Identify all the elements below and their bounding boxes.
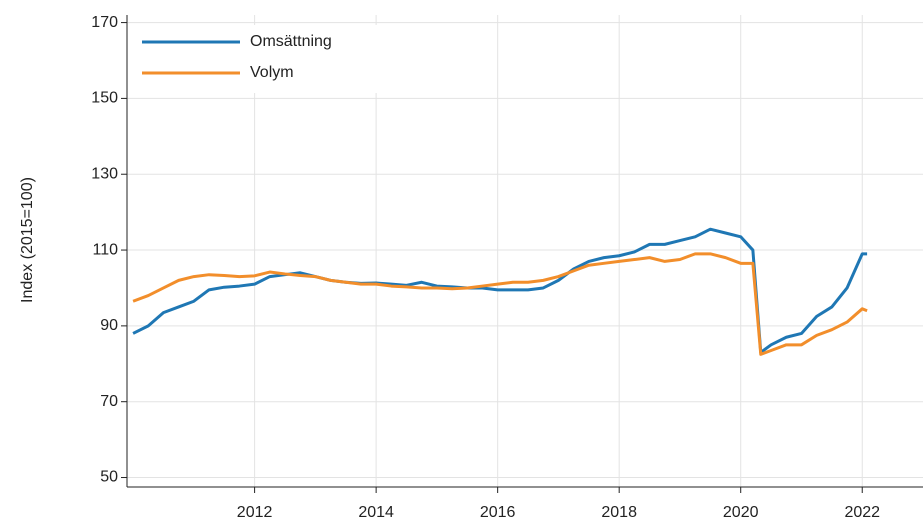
y-tick-label: 130 bbox=[91, 165, 118, 182]
x-tick-label: 2012 bbox=[237, 504, 273, 521]
legend-label: Omsättning bbox=[250, 33, 332, 50]
y-tick-label: 50 bbox=[100, 469, 118, 486]
line-series bbox=[132, 252, 868, 356]
y-tick-label: 90 bbox=[100, 317, 118, 334]
x-tick-label: 2022 bbox=[844, 504, 880, 521]
y-tick-label: 110 bbox=[92, 241, 118, 258]
legend-label: Volym bbox=[250, 64, 294, 81]
y-axis-label: Index (2015=100) bbox=[19, 177, 36, 303]
y-tick-label: 70 bbox=[100, 393, 118, 410]
x-tick-label: 2014 bbox=[358, 504, 394, 521]
legend-box bbox=[137, 25, 387, 93]
x-tick-label: 2020 bbox=[723, 504, 759, 521]
y-tick-label: 150 bbox=[91, 90, 118, 107]
x-tick-label: 2016 bbox=[480, 504, 516, 521]
y-tick-label: 170 bbox=[91, 14, 118, 31]
line-series bbox=[132, 227, 868, 354]
x-tick-label: 2018 bbox=[601, 504, 637, 521]
